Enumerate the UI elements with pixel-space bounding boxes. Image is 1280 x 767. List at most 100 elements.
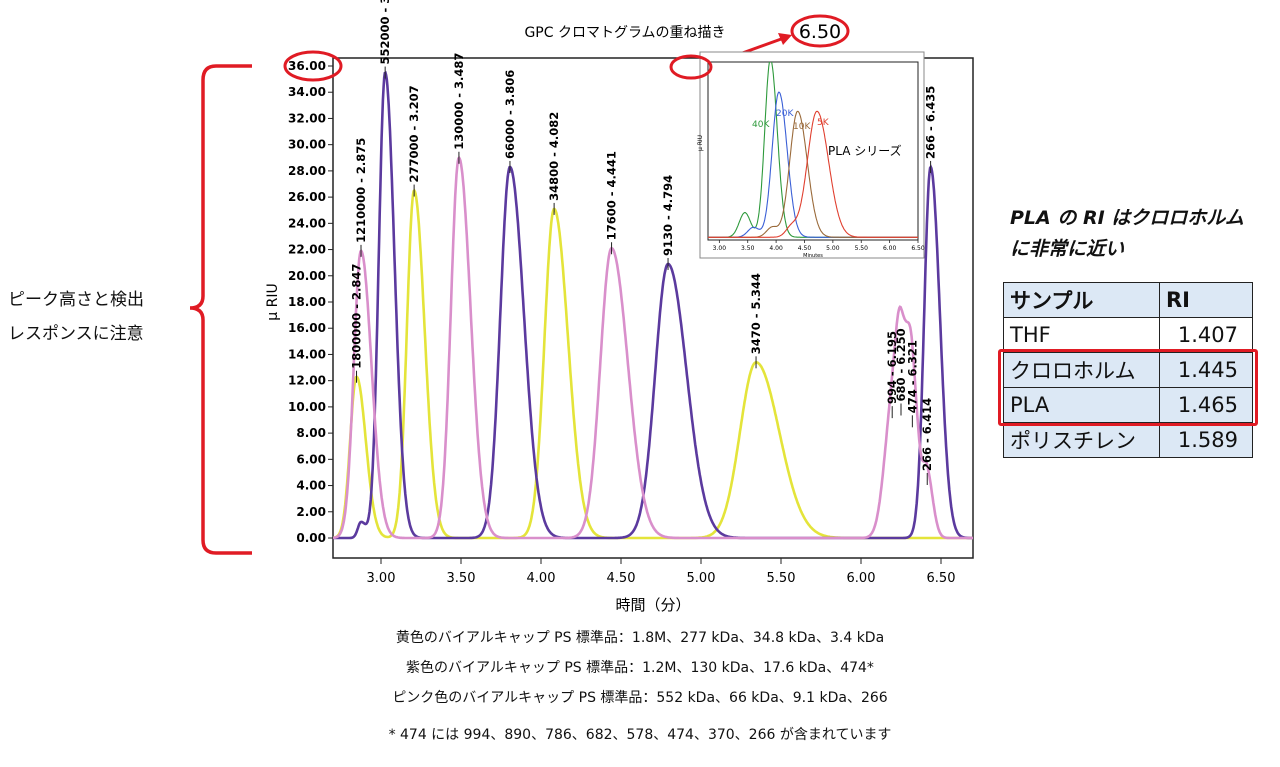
inset-x-tick-label: 4.00: [769, 245, 783, 252]
inset-x-label: Minutes: [803, 253, 823, 259]
y-tick-label: 20.00: [288, 269, 326, 283]
x-tick-label: 4.00: [527, 571, 556, 586]
y-tick-label: 34.00: [288, 85, 326, 99]
peak-label: 34800 - 4.082: [547, 112, 561, 201]
callout-arrowhead: [778, 33, 792, 45]
ri-highlight-box: [998, 349, 1258, 426]
table-row: THF 1.407: [1003, 317, 1253, 353]
x-tick-label: 6.50: [927, 571, 956, 586]
x-tick-label: 5.00: [687, 571, 716, 586]
caption-purple: 紫色のバイアルキャップ PS 標準品：1.2M、130 kDa、17.6 kDa…: [406, 660, 874, 676]
plot-area: 0.00 2.00 4.00 6.00 8.00 10.00 12.00 14.00 16.00…: [265, 0, 974, 614]
series-pink-line: [333, 155, 973, 540]
x-tick-label: 3.50: [447, 571, 476, 586]
peak-label: 17600 - 4.441: [605, 151, 619, 240]
y-tick-label: 0.00: [296, 531, 326, 545]
y-tick-label: 26.00: [288, 190, 326, 204]
header-ri: RI: [1159, 282, 1253, 318]
sample-name: THF: [1003, 317, 1160, 353]
caption-pink: ピンク色のバイアルキャップ PS 標準品：552 kDa、66 kDa、9.1 …: [392, 690, 888, 706]
inset-series-label: 40K: [752, 120, 770, 130]
peak-label: 474 - 6.321: [905, 340, 919, 413]
x-axis-label: 時間（分）: [615, 596, 690, 614]
footnote: * 474 には 994、890、786、682、578、474、370、266…: [388, 727, 892, 743]
table-row: PLA 1.465: [1003, 387, 1253, 423]
ri-table-header: サンプル RI: [1003, 282, 1253, 318]
peak-label: 266 - 6.435: [924, 86, 938, 159]
callout-value: 6.50: [799, 21, 841, 43]
side-note-line-1: ピーク高さと検出: [8, 290, 144, 310]
peak-label: 266 - 6.414: [920, 398, 934, 471]
x-tick-label: 6.00: [847, 571, 876, 586]
y-tick-label: 2.00: [296, 505, 326, 519]
inset-series-label: 5K: [817, 118, 830, 128]
y-tick-label: 12.00: [288, 374, 326, 388]
x-tick-label: 4.50: [607, 571, 636, 586]
inset-x-tick-label: 6.00: [883, 245, 897, 252]
peak-label: 9130 - 4.794: [661, 175, 675, 256]
side-note-line-2: レスポンスに注意: [8, 324, 144, 344]
y-tick-label: 36.00: [288, 59, 326, 73]
peak-label: 130000 - 3.487: [452, 53, 466, 150]
y-tick-label: 28.00: [288, 164, 326, 178]
y-tick-label: 4.00: [296, 479, 326, 493]
table-row: クロロホルム 1.445: [1003, 352, 1253, 388]
table-row: ポリスチレン 1.589: [1003, 422, 1253, 458]
inset-title: PLA シリーズ: [828, 143, 902, 158]
sample-name: PLA: [1003, 387, 1160, 423]
x-tick-label: 3.00: [367, 571, 396, 586]
inset-ymax-circle: [669, 54, 713, 80]
y-tick-label: 18.00: [288, 295, 326, 309]
pla-ri-note: PLA の RI はクロロホルム に非常に近い: [1010, 203, 1244, 265]
inset-series-line: [708, 110, 918, 238]
pla-note-line-1: PLA の RI はクロロホルム: [1010, 207, 1244, 229]
side-note: ピーク高さと検出 レスポンスに注意: [8, 283, 144, 351]
y-tick-label: 30.00: [288, 138, 326, 152]
y-tick-label: 16.00: [288, 321, 326, 335]
peak-label: 66000 - 3.806: [503, 70, 517, 159]
chart-title: GPC クロマトグラムの重ね描き: [524, 25, 725, 41]
peak-label: 3470 - 5.344: [749, 273, 763, 354]
inset-chart: μ RIU 3.00 3.50 4.00 4.50 5.00 5.50 6.00 6.50 Min…: [697, 51, 925, 259]
inset-x-tick-label: 3.50: [741, 245, 755, 252]
y-tick-label: 8.00: [296, 426, 326, 440]
ri-table: サンプル RI THF 1.407 クロロホルム 1.445 PLA 1.465…: [1003, 282, 1253, 458]
y-tick-label: 32.00: [288, 111, 326, 125]
caption-yellow: 黄色のバイアルキャップ PS 標準品：1.8M、277 kDa、34.8 kDa…: [395, 630, 885, 646]
peak-label: 277000 - 3.207: [407, 85, 421, 182]
inset-frame: [707, 61, 919, 241]
header-sample: サンプル: [1003, 282, 1160, 318]
sample-name: ポリスチレン: [1003, 422, 1160, 458]
inset-x-tick-label: 4.50: [798, 245, 812, 252]
y-tick-label: 24.00: [288, 216, 326, 230]
y-tick-label: 22.00: [288, 243, 326, 257]
peak-label: 680 - 6.250: [894, 328, 908, 401]
ri-value: 1.465: [1159, 387, 1253, 423]
left-brace: [189, 64, 252, 555]
inset-series-label: 10K: [793, 122, 811, 132]
peak-label: 552000 - 3.026: [378, 0, 392, 65]
inset-x-tick-label: 6.50: [911, 245, 925, 252]
inset-series-label: 20K: [776, 109, 794, 119]
y-tick-label: 10.00: [288, 400, 326, 414]
inset-y-label: μ RIU: [697, 135, 704, 151]
ri-value: 1.407: [1159, 317, 1253, 353]
inset-x-tick-label: 5.50: [855, 245, 869, 252]
y-axis-label: μ RIU: [265, 283, 281, 320]
ymax-circle: [283, 50, 343, 82]
inset-background: [699, 51, 925, 259]
inset-x-tick-label: 3.00: [713, 245, 727, 252]
callout-group: 6.50: [711, 14, 850, 66]
plot-frame: [332, 57, 974, 559]
y-tick-label: 6.00: [296, 452, 326, 466]
callout-circle: [790, 14, 850, 48]
peak-label: 994 - 6.195: [885, 331, 899, 404]
peak-label: 1800000 - 2.847: [350, 264, 364, 369]
ri-value: 1.445: [1159, 352, 1253, 388]
pla-note-line-2: に非常に近い: [1010, 238, 1125, 260]
inset-x-tick-label: 5.00: [826, 245, 840, 252]
peak-label: 1210000 - 2.875: [354, 138, 368, 243]
y-tick-label: 14.00: [288, 347, 326, 361]
ri-value: 1.589: [1159, 422, 1253, 458]
